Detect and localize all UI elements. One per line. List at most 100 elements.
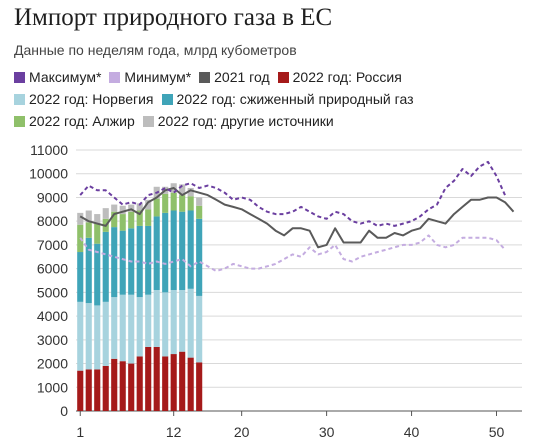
bar-segment	[136, 297, 143, 357]
y-tick-label: 1000	[37, 379, 68, 395]
bar-segment	[196, 197, 203, 206]
bar-segment	[136, 356, 143, 411]
bar-segment	[128, 204, 135, 212]
y-tick-label: 6000	[37, 261, 68, 277]
legend-label-max: Максимум*	[29, 69, 102, 85]
bar-segment	[179, 184, 186, 196]
bar-segment	[187, 187, 194, 197]
legend-label-norway: 2022 год: Норвегия	[29, 91, 154, 107]
bar-segment	[170, 192, 177, 211]
x-tick-label: 30	[319, 424, 335, 440]
series-line	[79, 234, 506, 272]
legend-label-algeria: 2022 год: Алжир	[29, 113, 135, 129]
bar-segment	[136, 225, 143, 298]
bar-segment	[77, 370, 84, 411]
bar-segment	[128, 363, 135, 411]
bar-segment	[85, 222, 92, 238]
bar-segment	[153, 198, 160, 217]
bar-segment	[196, 205, 203, 219]
legend-swatch-lng	[161, 93, 173, 105]
bar-segment	[85, 210, 92, 223]
legend-item-russia: 2022 год: Россия	[277, 69, 402, 85]
legend-label-other: 2022 год: другие источники	[157, 113, 334, 129]
y-tick-label: 4000	[37, 308, 68, 324]
y-tick-label: 2000	[37, 356, 68, 372]
legend: Максимум* Минимум* 2021 год 2022 год: Ро…	[14, 66, 554, 132]
bar-segment	[119, 361, 126, 411]
y-tick-label: 10000	[29, 166, 68, 182]
x-tick-label: 1	[76, 424, 84, 440]
legend-item-other: 2022 год: другие источники	[142, 113, 334, 129]
series-line	[79, 187, 515, 249]
bar-segment	[128, 211, 135, 229]
bar-segment	[77, 301, 84, 371]
bar-segment	[162, 356, 169, 411]
y-tick-label: 11000	[30, 142, 68, 158]
x-tick-label: 20	[234, 424, 250, 440]
bar-segment	[85, 303, 92, 370]
legend-swatch-2021	[199, 71, 211, 83]
legend-item-norway: 2022 год: Норвегия	[14, 91, 154, 107]
legend-swatch-other	[142, 115, 154, 127]
bar-segment	[196, 295, 203, 363]
y-tick-label: 3000	[37, 332, 68, 348]
x-tick-label: 50	[489, 424, 505, 440]
y-tick-label: 9000	[37, 189, 68, 205]
bar-segment	[187, 196, 194, 211]
chart-subtitle: Данные по неделям года, млрд кубометров	[14, 42, 297, 58]
bar-segment	[145, 346, 152, 411]
axes: 0 1000 2000 3000 4000 5000 6000 7000 8000 9000 100…	[29, 142, 504, 440]
legend-row: 2022 год: Алжир 2022 год: другие источни…	[14, 110, 554, 132]
bar-segment	[85, 237, 92, 304]
bar-segment	[111, 204, 118, 212]
bar-segment	[179, 289, 186, 352]
bar-segment	[111, 227, 118, 298]
chart-title: Импорт природного газа в ЕС	[14, 4, 333, 31]
bar-segment	[94, 305, 101, 370]
y-tick-label: 5000	[37, 284, 68, 300]
bar-segment	[153, 346, 160, 411]
bar-segment	[145, 199, 152, 210]
bar-segment	[128, 294, 135, 364]
bar-segment	[111, 358, 118, 411]
legend-item-lng: 2022 год: сжиженный природный газ	[161, 91, 414, 107]
bar-segment	[170, 354, 177, 411]
legend-swatch-max	[14, 71, 25, 83]
bar-segment	[94, 223, 101, 244]
bar-segment	[145, 209, 152, 226]
bar-segment	[94, 243, 101, 306]
legend-item-algeria: 2022 год: Алжир	[14, 113, 135, 129]
x-tick-label: 40	[404, 424, 420, 440]
bar-segment	[136, 210, 143, 226]
x-tick-label: 12	[166, 424, 182, 440]
bar-segment	[153, 289, 160, 347]
legend-label-min: Минимум*	[124, 69, 192, 85]
lines	[79, 160, 515, 272]
bar-segment	[111, 211, 118, 228]
legend-swatch-min	[109, 71, 121, 83]
bar-segment	[102, 208, 109, 219]
bar-segment	[145, 225, 152, 295]
bar-segment	[102, 231, 109, 302]
bar-segment	[179, 211, 186, 290]
bar-segment	[94, 369, 101, 411]
legend-item-max: Максимум*	[14, 69, 101, 85]
grid-lines	[76, 149, 522, 412]
legend-row: Максимум* Минимум* 2021 год 2022 год: Ро…	[14, 66, 554, 88]
legend-swatch-algeria	[14, 115, 25, 127]
bar-segment	[170, 289, 177, 355]
series-line	[79, 160, 506, 227]
bar-segment	[77, 252, 84, 302]
legend-swatch-norway	[14, 93, 25, 105]
y-tick-label: 7000	[37, 237, 68, 253]
bar-segment	[119, 230, 126, 295]
bar-segment	[153, 216, 160, 290]
legend-item-2021: 2021 год	[199, 69, 270, 85]
bar-segment	[179, 195, 186, 212]
legend-label-2021: 2021 год	[214, 69, 270, 85]
bar-segment	[162, 212, 169, 293]
bar-segment	[145, 294, 152, 347]
bar-segment	[85, 369, 92, 411]
bar-segment	[94, 214, 101, 224]
